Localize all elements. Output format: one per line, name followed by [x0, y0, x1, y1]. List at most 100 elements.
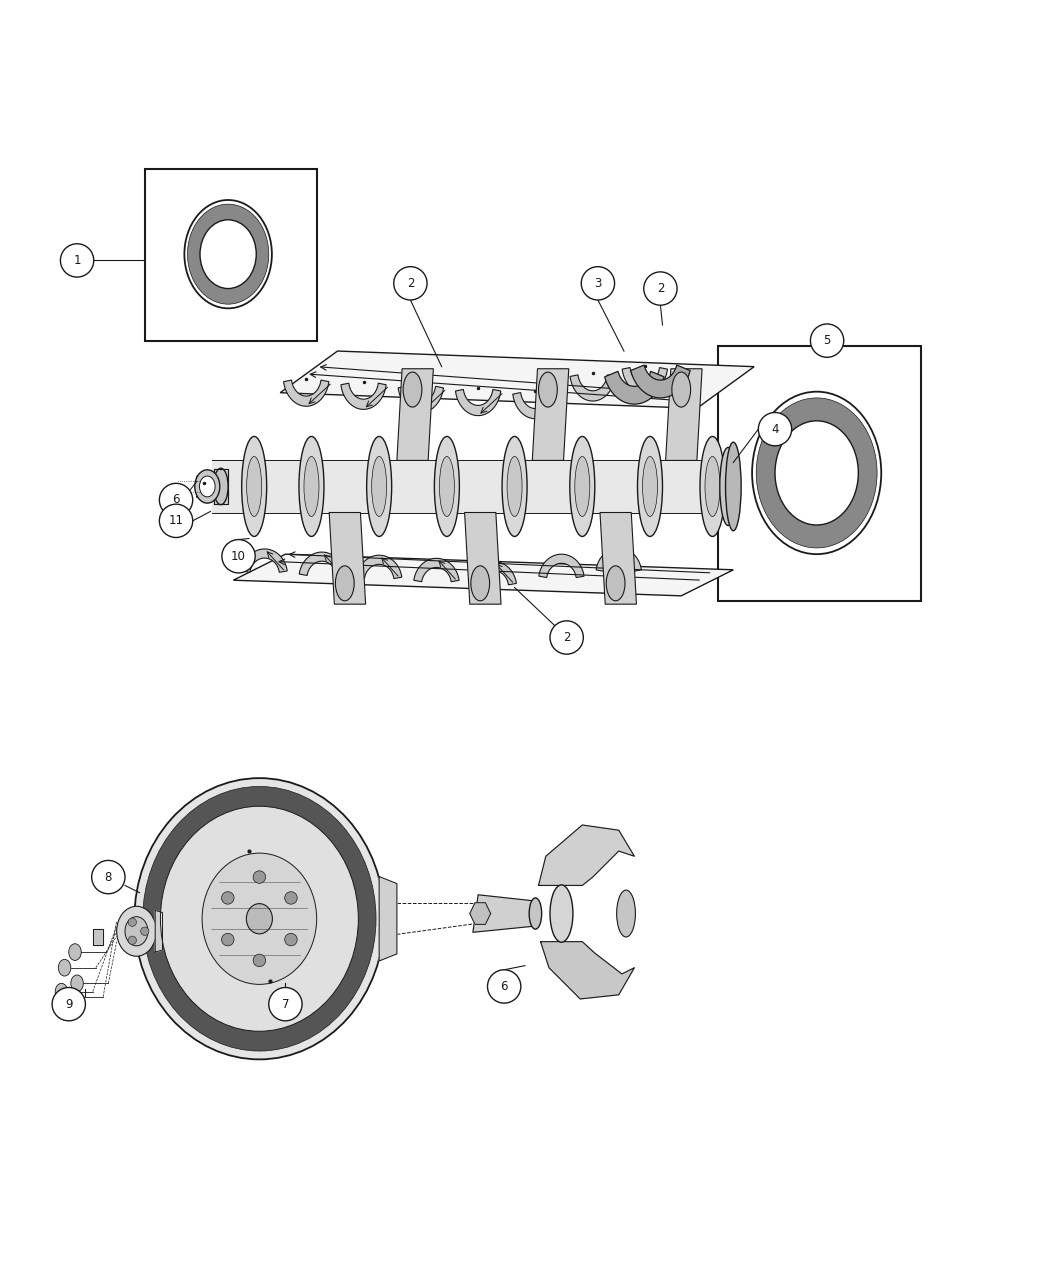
Polygon shape — [666, 368, 702, 460]
Circle shape — [394, 266, 427, 300]
Polygon shape — [233, 555, 733, 595]
Polygon shape — [155, 910, 163, 952]
Polygon shape — [623, 367, 668, 394]
Polygon shape — [284, 380, 329, 407]
Ellipse shape — [637, 436, 663, 537]
Polygon shape — [196, 474, 212, 499]
Text: 6: 6 — [172, 493, 180, 506]
Circle shape — [582, 266, 614, 300]
Circle shape — [52, 988, 85, 1021]
Circle shape — [285, 933, 297, 946]
Ellipse shape — [202, 853, 317, 984]
Polygon shape — [471, 561, 517, 585]
Circle shape — [487, 970, 521, 1003]
Ellipse shape — [59, 959, 70, 977]
Bar — [145, 168, 317, 340]
Polygon shape — [213, 469, 228, 504]
Polygon shape — [532, 368, 569, 460]
Ellipse shape — [242, 436, 267, 537]
Text: 2: 2 — [563, 631, 570, 644]
Ellipse shape — [705, 456, 720, 516]
Ellipse shape — [161, 806, 358, 1031]
Ellipse shape — [68, 944, 81, 960]
Text: 3: 3 — [594, 277, 602, 289]
Ellipse shape — [188, 204, 269, 305]
Polygon shape — [398, 386, 443, 413]
Circle shape — [550, 621, 584, 654]
Circle shape — [91, 861, 125, 894]
Ellipse shape — [247, 456, 261, 516]
Ellipse shape — [756, 398, 877, 548]
Circle shape — [222, 539, 255, 572]
Ellipse shape — [507, 456, 522, 516]
Polygon shape — [469, 903, 490, 924]
Ellipse shape — [403, 372, 422, 407]
Ellipse shape — [616, 890, 635, 937]
Text: 2: 2 — [406, 277, 414, 289]
Circle shape — [253, 871, 266, 884]
Ellipse shape — [775, 421, 858, 525]
Bar — [718, 346, 921, 601]
Polygon shape — [570, 375, 615, 402]
Polygon shape — [341, 384, 386, 409]
Polygon shape — [539, 825, 634, 885]
Ellipse shape — [574, 456, 590, 516]
Polygon shape — [379, 877, 397, 961]
Text: 7: 7 — [281, 997, 289, 1011]
Ellipse shape — [299, 436, 324, 537]
Polygon shape — [456, 389, 501, 416]
Text: 8: 8 — [105, 871, 112, 884]
Ellipse shape — [529, 898, 542, 929]
Ellipse shape — [570, 436, 594, 537]
Polygon shape — [631, 365, 690, 398]
Polygon shape — [605, 371, 664, 404]
Ellipse shape — [550, 885, 573, 942]
Circle shape — [811, 324, 844, 357]
Polygon shape — [472, 895, 536, 932]
Polygon shape — [541, 942, 634, 998]
Ellipse shape — [435, 436, 459, 537]
Ellipse shape — [195, 469, 219, 504]
Text: 11: 11 — [169, 514, 184, 528]
Circle shape — [141, 927, 149, 936]
Text: 4: 4 — [772, 423, 779, 436]
Text: 10: 10 — [231, 550, 246, 562]
Ellipse shape — [213, 468, 228, 505]
Polygon shape — [464, 513, 501, 604]
Polygon shape — [280, 351, 754, 408]
Polygon shape — [357, 555, 402, 579]
Circle shape — [160, 504, 193, 538]
Ellipse shape — [200, 219, 256, 288]
Ellipse shape — [56, 983, 67, 1000]
Ellipse shape — [247, 904, 272, 933]
Ellipse shape — [700, 436, 724, 537]
Circle shape — [253, 954, 266, 966]
Text: 1: 1 — [74, 254, 81, 266]
Circle shape — [285, 891, 297, 904]
Ellipse shape — [502, 436, 527, 537]
Circle shape — [758, 413, 792, 446]
Text: 5: 5 — [823, 334, 831, 347]
Circle shape — [222, 933, 234, 946]
Polygon shape — [512, 393, 558, 418]
Text: 6: 6 — [501, 980, 508, 993]
Ellipse shape — [372, 456, 386, 516]
Ellipse shape — [207, 476, 217, 499]
Circle shape — [644, 272, 677, 305]
Ellipse shape — [539, 372, 558, 407]
Circle shape — [222, 891, 234, 904]
Circle shape — [128, 936, 136, 945]
Polygon shape — [539, 555, 584, 578]
Circle shape — [269, 988, 302, 1021]
Ellipse shape — [366, 436, 392, 537]
Circle shape — [160, 483, 193, 516]
Ellipse shape — [134, 778, 384, 1060]
Polygon shape — [596, 548, 642, 571]
Ellipse shape — [70, 975, 83, 992]
Ellipse shape — [643, 456, 657, 516]
Polygon shape — [242, 550, 288, 572]
Ellipse shape — [470, 566, 489, 601]
Ellipse shape — [726, 442, 741, 530]
Polygon shape — [329, 513, 365, 604]
Text: 9: 9 — [65, 997, 72, 1011]
